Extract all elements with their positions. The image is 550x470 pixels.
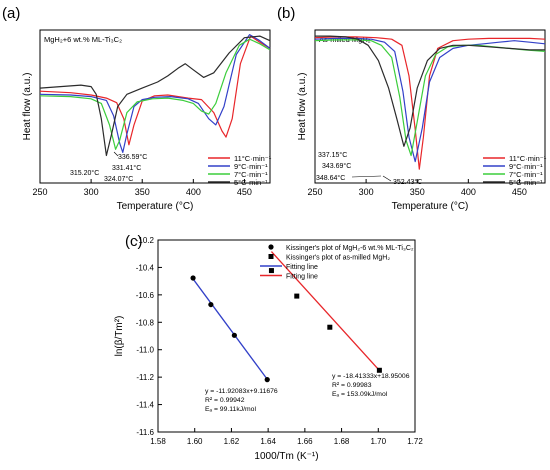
legend-label: 7°C·min⁻¹ — [234, 170, 268, 179]
x-tick-label: 350 — [410, 187, 425, 197]
y-tick-label: -11.2 — [136, 373, 154, 382]
legend-label: 9°C·min⁻¹ — [234, 162, 268, 171]
series-line — [314, 36, 546, 170]
series-line — [314, 37, 546, 163]
data-point-circle — [208, 301, 214, 308]
x-tick-label: 450 — [512, 187, 527, 197]
legend-label: Kissinger's plot of as-milled MgH₂ — [286, 255, 390, 262]
x-tick-label: 1.62 — [224, 437, 240, 446]
chart-c: (c) 1.58 1.60 1.62 1.64 1.66 1.68 1.70 1.72 -10.2… — [114, 233, 423, 462]
fit-equation-text: Eₐ = 99.11kJ/mol — [205, 406, 256, 413]
legend-label: 9°C·min⁻¹ — [509, 162, 543, 171]
plot-frame — [157, 239, 416, 433]
fit-equation-text: y = -18.41333x+18.95006 — [332, 373, 410, 380]
panel-label: (b) — [277, 5, 295, 22]
data-point-square — [327, 324, 333, 330]
peak-annotation: 343.69°C — [322, 162, 351, 170]
series-line — [315, 35, 545, 147]
legend-label: 5°C·min⁻¹ — [509, 178, 543, 187]
series-line — [39, 33, 271, 153]
peak-annotation: 324.07°C — [104, 175, 133, 183]
x-tick-label: 300 — [84, 187, 99, 197]
fitting-line — [270, 251, 380, 371]
plot-frame — [39, 29, 271, 184]
x-tick-label: 400 — [461, 187, 476, 197]
y-tick-label: -10.6 — [136, 291, 155, 300]
legend-label: Fitting line — [286, 264, 318, 271]
data-point-circle — [190, 275, 196, 281]
y-tick-label: -11.4 — [136, 401, 154, 410]
legend-marker — [268, 244, 274, 250]
panel-b: (b) As-milled MgH₂ 250 300 350 400 450 Temperat… — [275, 0, 550, 225]
annotation-leader — [113, 151, 119, 157]
legend-label: 7°C·min⁻¹ — [509, 170, 543, 179]
x-axis-label: Temperature (°C) — [392, 201, 469, 212]
fit-equation-text: R² = 0.99942 — [205, 397, 245, 404]
plot-frame — [314, 29, 546, 184]
chart-a: (a) MgH₂+6 wt.% ML-Ti₃C₂ 250 300 350 400 450 Te… — [2, 5, 272, 212]
y-tick-label: -10.8 — [136, 318, 155, 327]
y-axis-label: Heat flow (a.u.) — [22, 73, 33, 141]
x-tick-label: 300 — [359, 187, 374, 197]
panel-label: (c) — [125, 233, 143, 250]
panel-label: (a) — [2, 5, 20, 22]
legend-label: 11°C·min⁻¹ — [234, 154, 272, 163]
x-tick-label: 1.64 — [260, 437, 276, 446]
peak-annotation: 331.41°C — [112, 164, 141, 172]
legend-marker — [268, 254, 274, 259]
data-point-circle — [231, 332, 237, 338]
annotation-leader — [351, 175, 382, 178]
peak-annotation: 337.15°C — [318, 151, 347, 159]
series-line — [39, 38, 271, 150]
legend-label: 11°C·min⁻¹ — [509, 154, 547, 163]
fit-equation-text: Eₐ = 153.09kJ/mol — [332, 391, 388, 398]
inset-label: MgH₂+6 wt.% ML-Ti₃C₂ — [44, 35, 122, 44]
data-point-circle — [264, 377, 270, 383]
legend-label: Fitting line — [286, 274, 318, 281]
peak-annotation: 352.43°C — [393, 178, 422, 186]
peak-annotation: 315.20°C — [70, 169, 99, 177]
fitting-line — [192, 278, 268, 380]
x-tick-label: 1.58 — [150, 437, 166, 446]
x-tick-label: 1.68 — [334, 437, 350, 446]
y-tick-label: -10.4 — [136, 263, 155, 272]
x-tick-label: 1.70 — [370, 437, 386, 446]
x-tick-label: 250 — [32, 187, 47, 197]
legend-label: Kissinger's plot of MgH₂-6 wt.% ML-Ti₃C₂ — [286, 245, 414, 252]
fit-equation-text: R² = 0.99983 — [332, 382, 372, 389]
peak-annotation: 336.59°C — [118, 153, 147, 161]
x-tick-label: 450 — [237, 187, 252, 197]
data-point-square — [294, 293, 300, 299]
series-line — [39, 35, 271, 157]
peak-annotation: 348.64°C — [316, 174, 345, 182]
data-point-square — [376, 367, 382, 373]
x-tick-label: 1.72 — [407, 437, 423, 446]
x-tick-label: 350 — [135, 187, 150, 197]
y-tick-label: -11.6 — [136, 428, 154, 437]
annotation-leader — [382, 175, 392, 182]
x-tick-label: 400 — [186, 187, 201, 197]
x-tick-label: 1.60 — [187, 437, 203, 446]
x-axis-label: 1000/Tm (K⁻¹) — [254, 451, 318, 462]
y-tick-label: -11.0 — [136, 346, 154, 355]
y-axis-label: ln(β/Tm²) — [114, 316, 125, 357]
data-point-square — [268, 268, 274, 274]
x-axis-label: Temperature (°C) — [117, 201, 194, 212]
x-tick-label: 250 — [307, 187, 322, 197]
legend-label: 5°C·min⁻¹ — [234, 178, 268, 187]
x-tick-label: 1.66 — [297, 437, 313, 446]
series-line — [39, 35, 271, 146]
panel-c: (c) 1.58 1.60 1.62 1.64 1.66 1.68 1.70 1.72 -10.2… — [95, 228, 475, 465]
panel-a: (a) MgH₂+6 wt.% ML-Ti₃C₂ 250 300 350 400 450 Te… — [0, 0, 275, 225]
fit-equation-text: y = -11.92083x+9.11676 — [205, 388, 278, 395]
y-axis-label: Heat flow (a.u.) — [297, 73, 308, 141]
y-tick-label: -10.2 — [136, 236, 155, 245]
